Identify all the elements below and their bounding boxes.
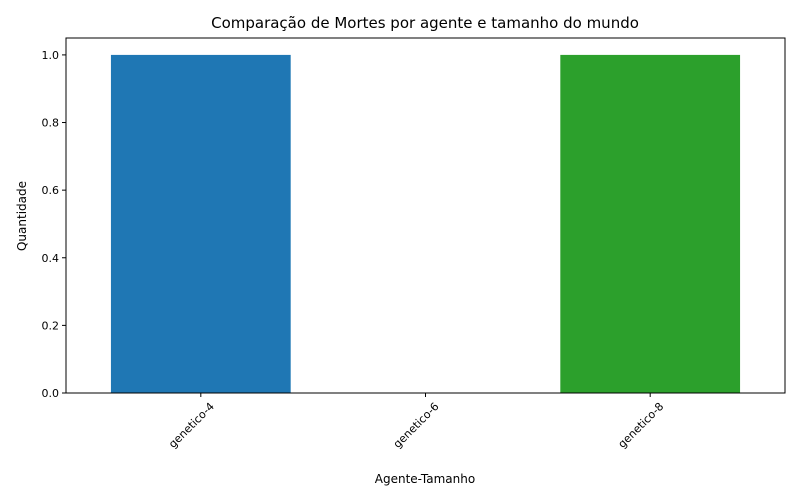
x-tick-label: genetico-4 xyxy=(166,400,217,451)
y-tick-label: 0.4 xyxy=(42,252,60,265)
y-axis-label: Quantidade xyxy=(15,181,29,251)
y-tick-label: 0.0 xyxy=(42,387,60,400)
y-tick-label: 0.6 xyxy=(42,184,60,197)
x-tick-label: genetico-6 xyxy=(391,400,442,451)
chart-title: Comparação de Mortes por agente e tamanh… xyxy=(211,14,639,32)
bar-genetico-4 xyxy=(110,54,291,394)
y-tick-label: 0.8 xyxy=(42,117,60,130)
x-tick-label: genetico-8 xyxy=(616,400,667,451)
y-axis: 0.0 0.2 0.4 0.6 0.8 1.0 xyxy=(42,49,66,400)
bars-group xyxy=(110,54,741,394)
x-axis: genetico-4 genetico-6 genetico-8 xyxy=(166,393,666,451)
x-axis-label: Agente-Tamanho xyxy=(375,472,475,486)
plot-frame xyxy=(65,37,786,394)
bar-genetico-8 xyxy=(560,54,741,394)
y-tick-label: 1.0 xyxy=(42,49,60,62)
y-tick-label: 0.2 xyxy=(42,319,60,332)
